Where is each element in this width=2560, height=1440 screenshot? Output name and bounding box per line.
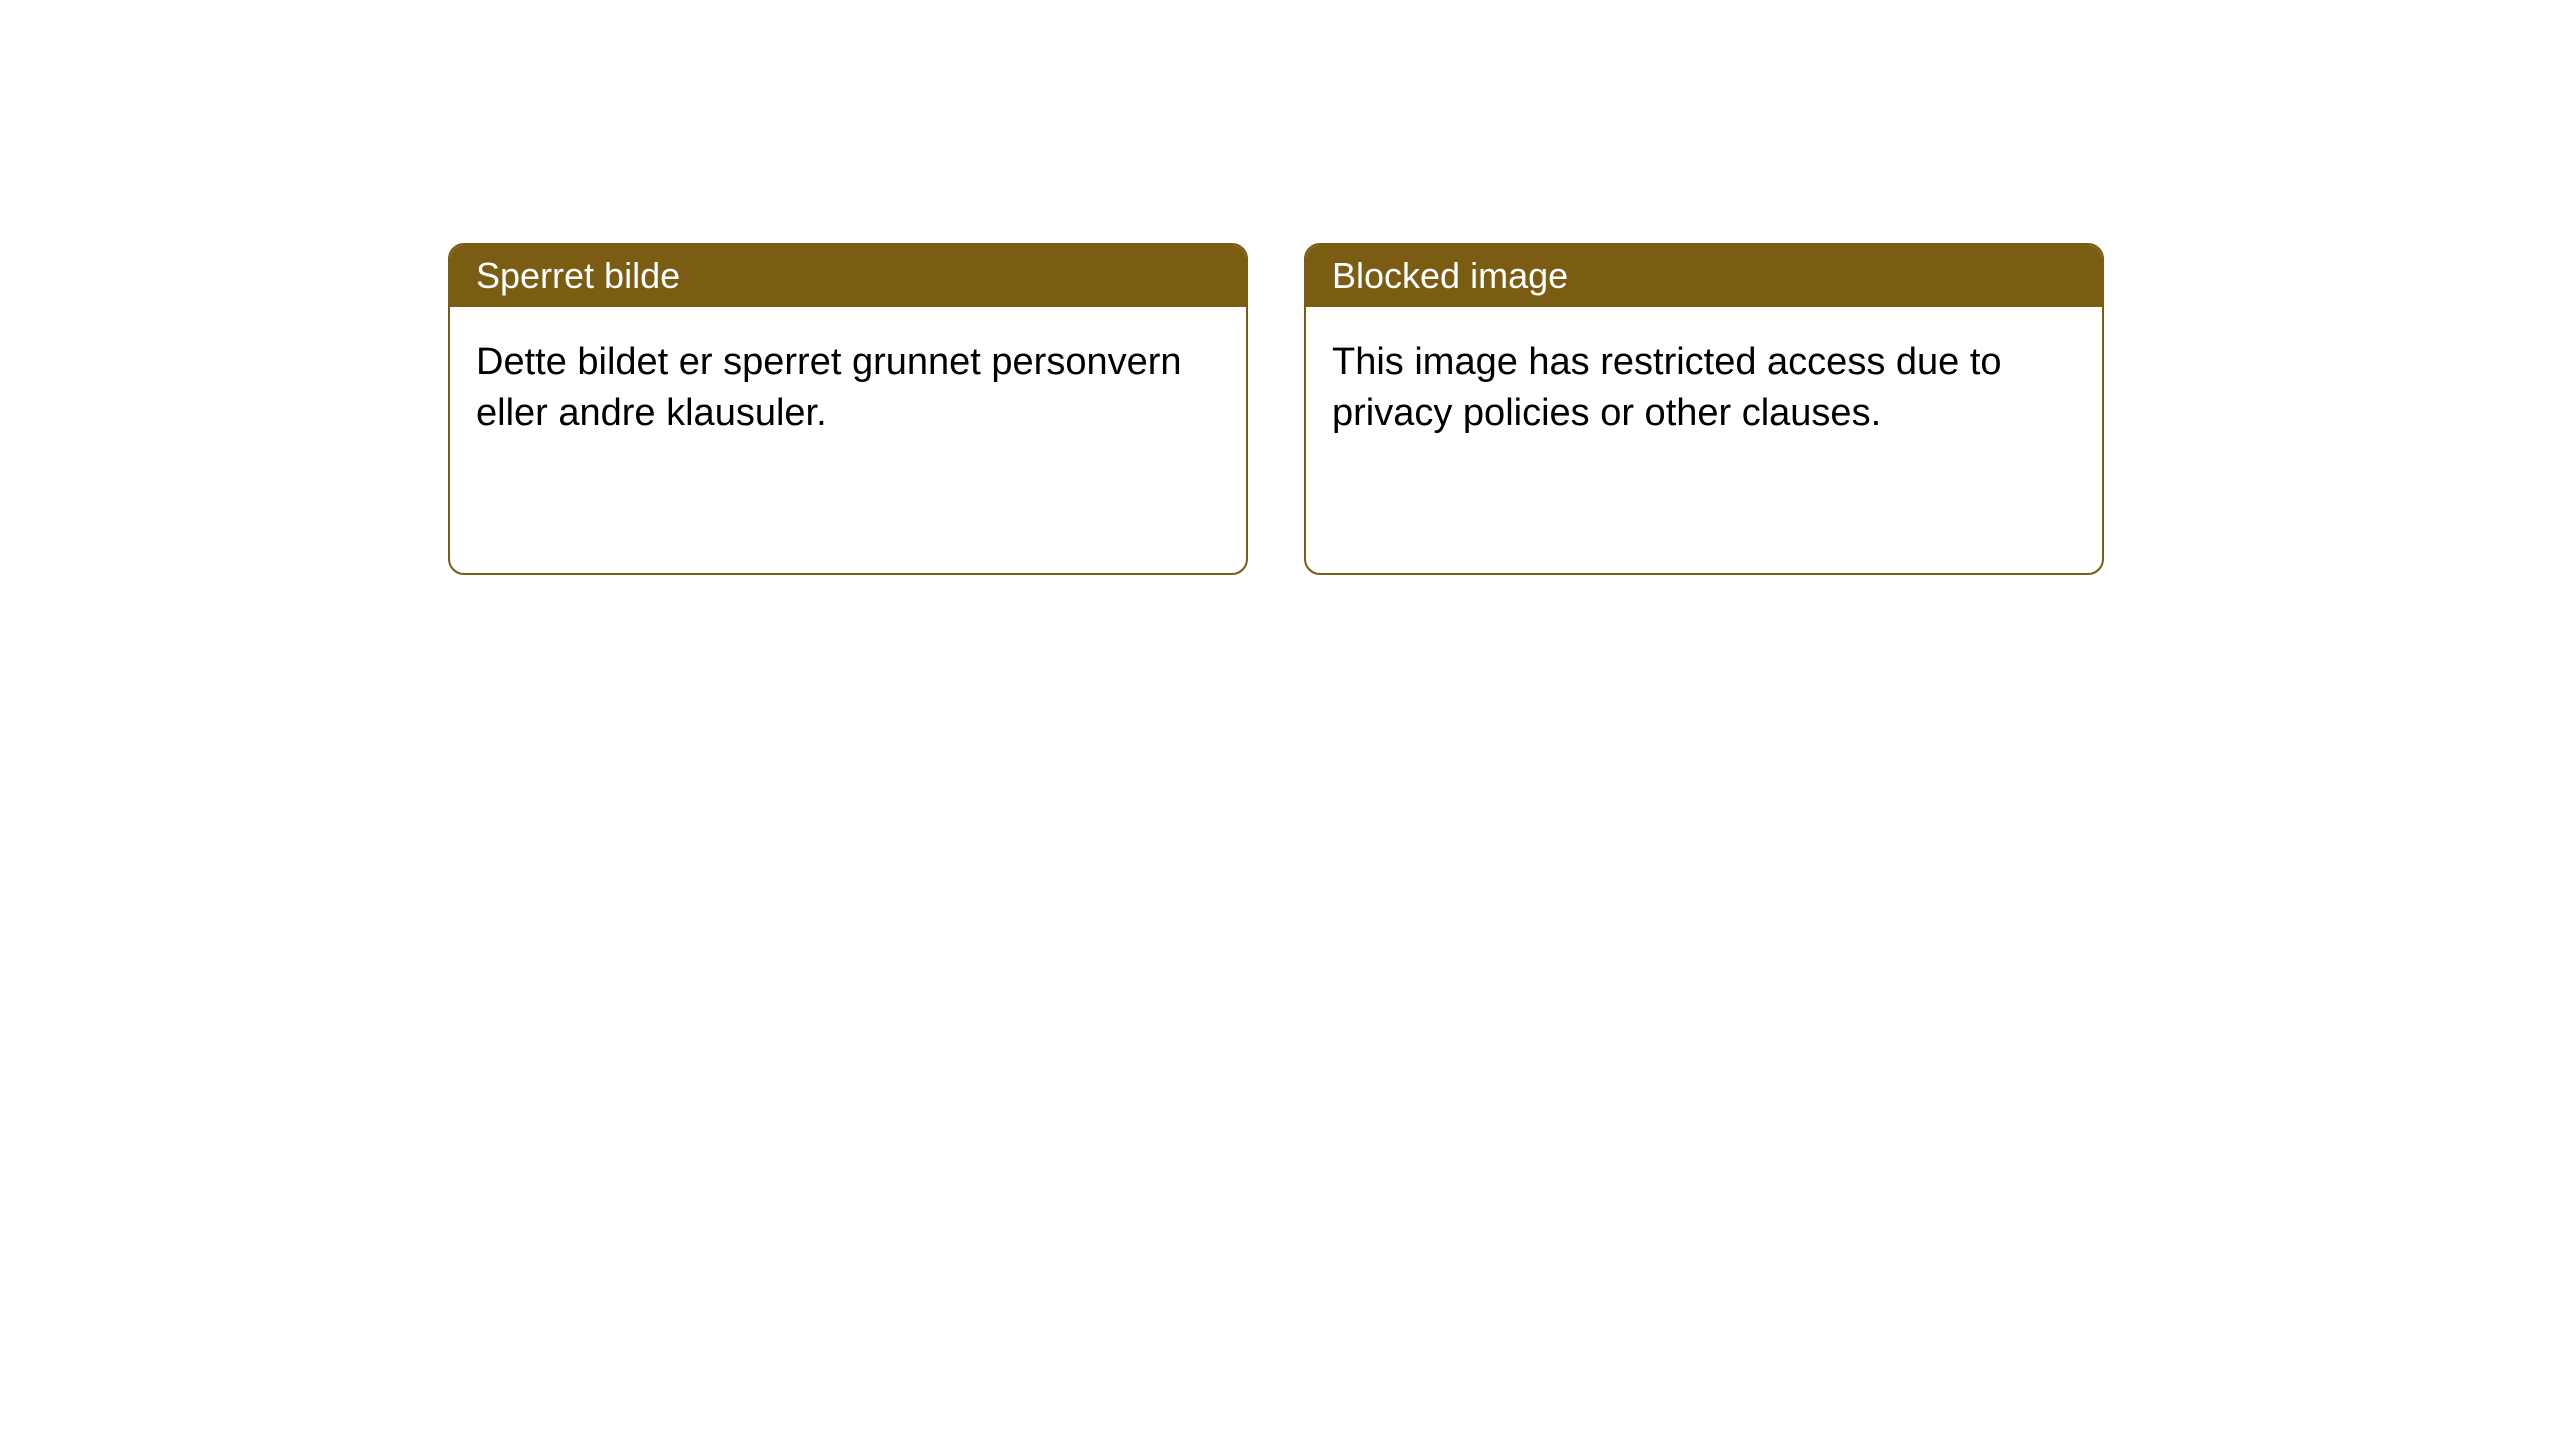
notice-body-norwegian: Dette bildet er sperret grunnet personve…	[450, 307, 1246, 470]
notice-card-english: Blocked image This image has restricted …	[1304, 243, 2104, 575]
notice-header-english: Blocked image	[1306, 245, 2102, 307]
notice-container: Sperret bilde Dette bildet er sperret gr…	[448, 243, 2104, 575]
notice-header-norwegian: Sperret bilde	[450, 245, 1246, 307]
notice-body-english: This image has restricted access due to …	[1306, 307, 2102, 470]
notice-card-norwegian: Sperret bilde Dette bildet er sperret gr…	[448, 243, 1248, 575]
